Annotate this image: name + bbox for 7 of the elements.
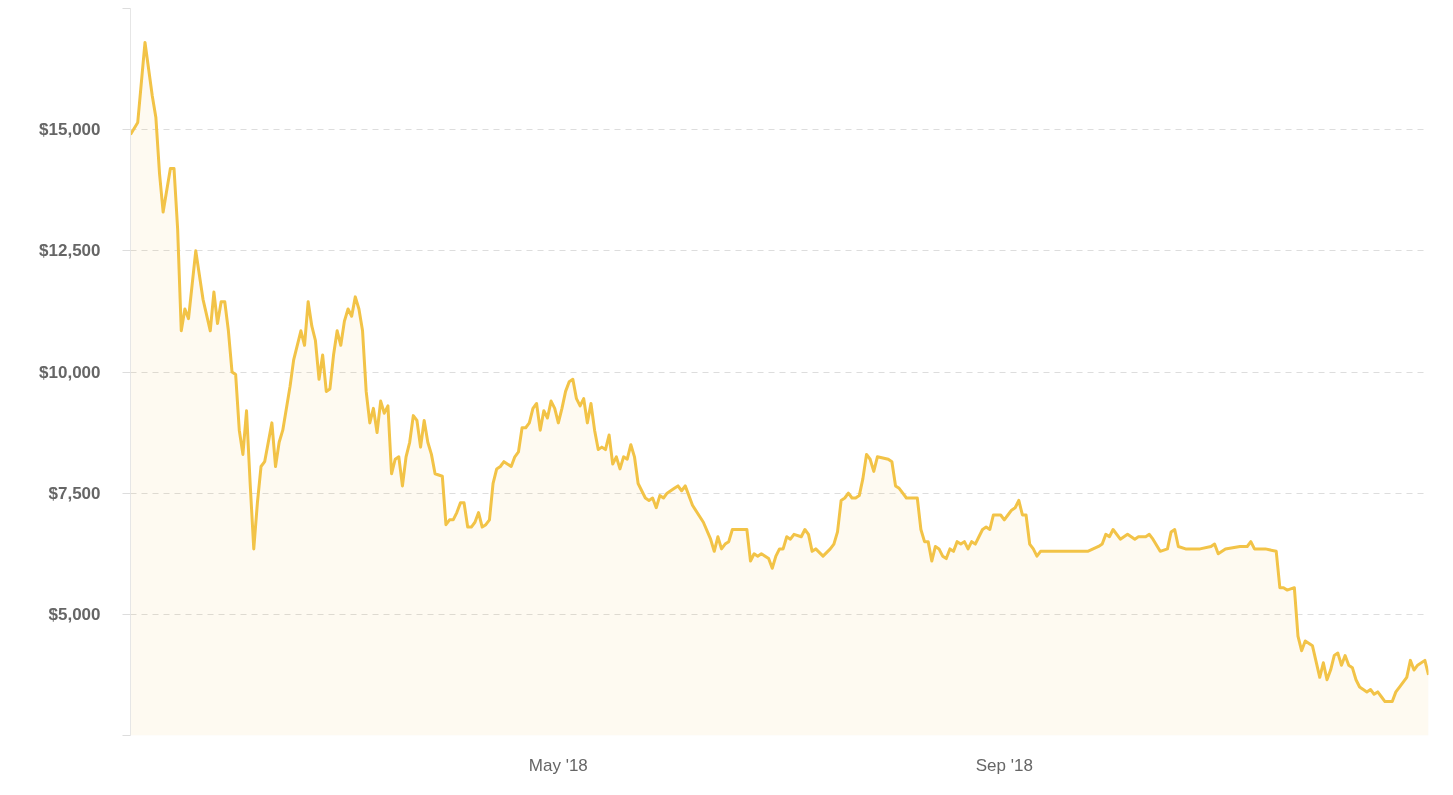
y-tick-label: $15,000: [39, 120, 101, 140]
y-tick-label: $5,000: [48, 604, 101, 624]
y-tick-label: $12,500: [39, 241, 101, 261]
x-tick-label: Sep '18: [975, 755, 1033, 775]
y-tick-label: $7,500: [48, 483, 101, 503]
y-tick-label: $10,000: [39, 362, 101, 382]
x-tick-label: May '18: [528, 755, 588, 775]
